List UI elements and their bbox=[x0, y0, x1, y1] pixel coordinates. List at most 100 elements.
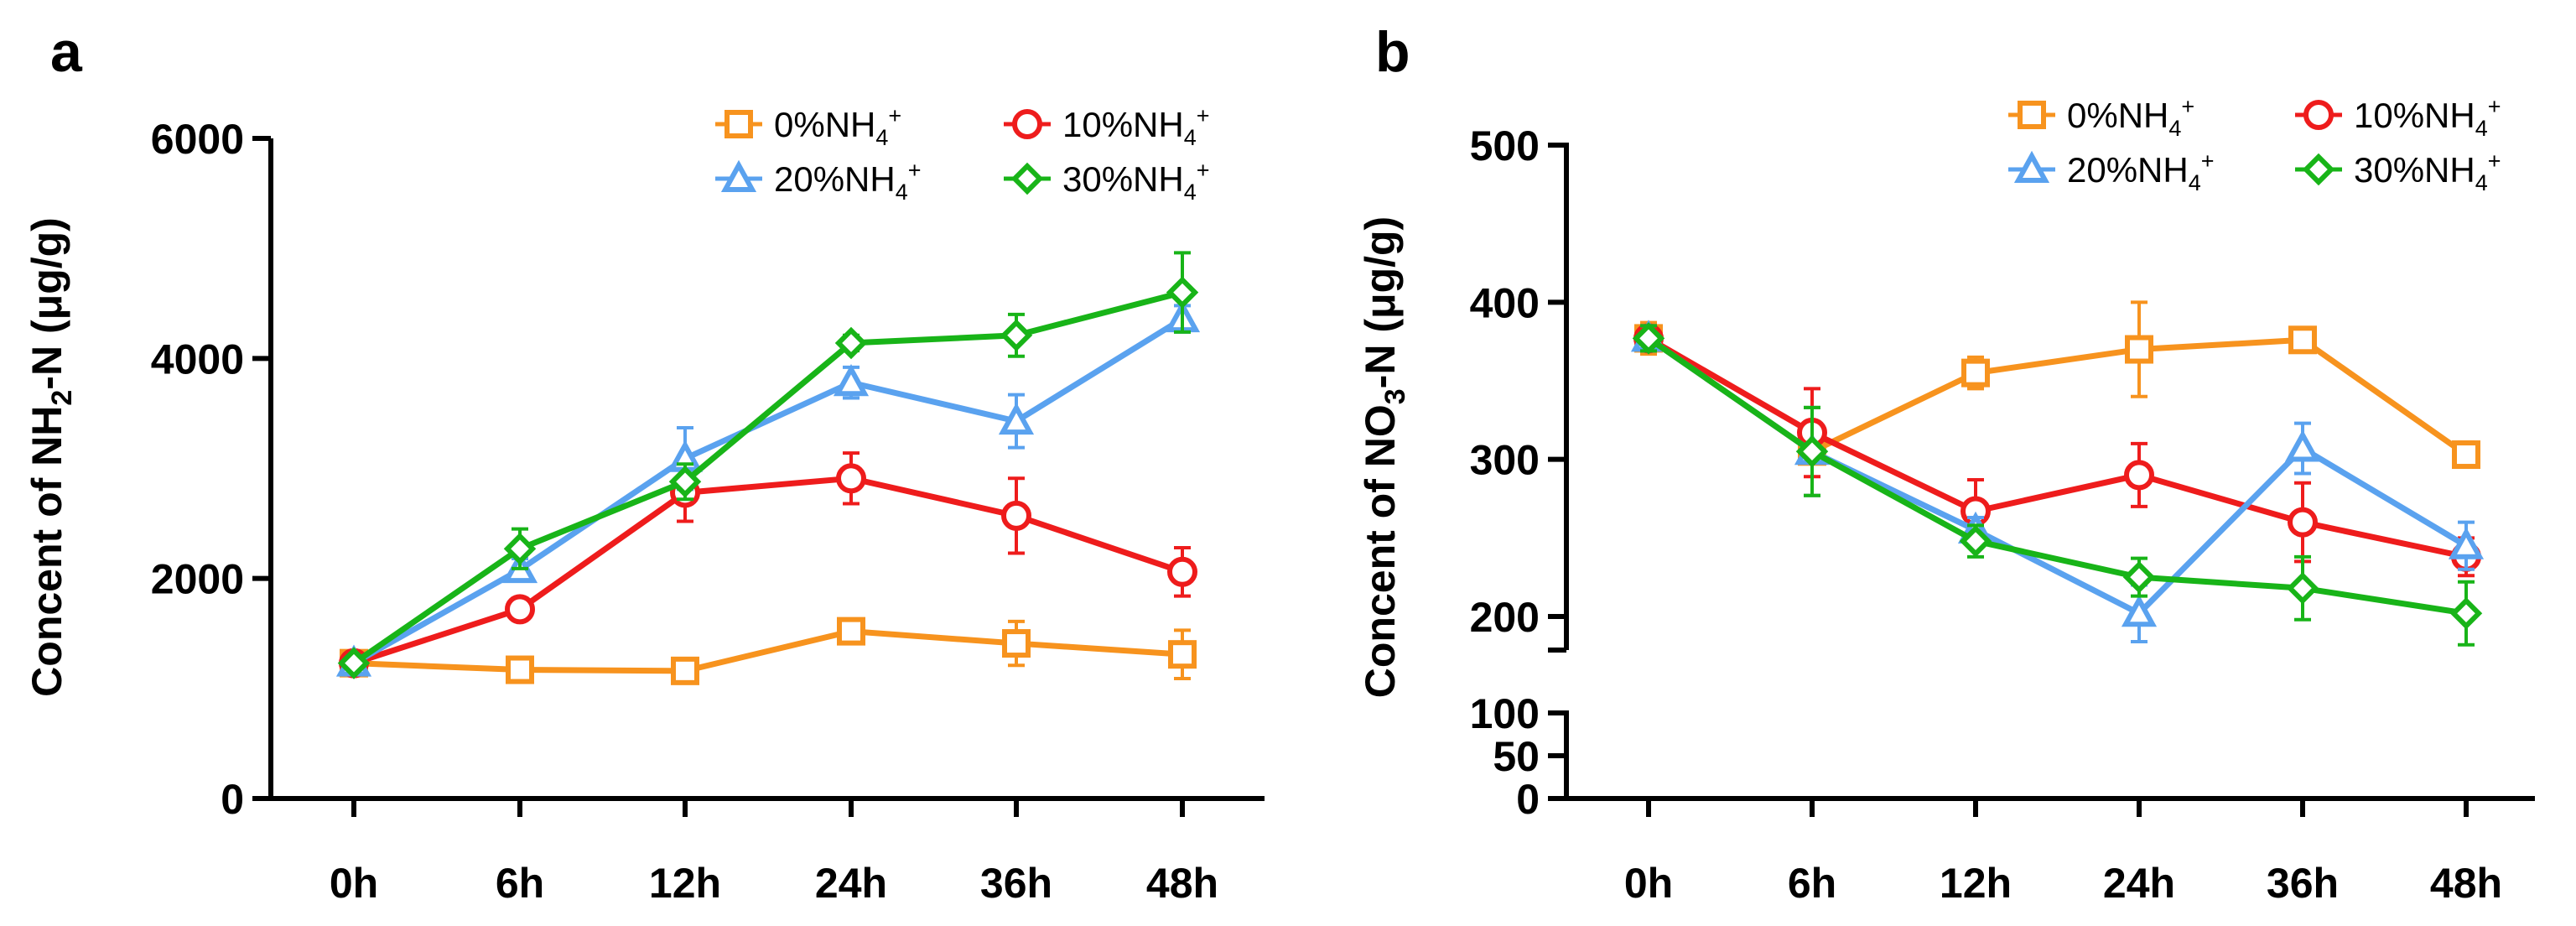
series-line bbox=[1647, 336, 2467, 560]
legend-label: 0%NH4+ bbox=[2067, 94, 2194, 141]
series-b-0%NH4+ bbox=[1634, 300, 2480, 497]
x-tick-label-b: 0h bbox=[1624, 860, 1673, 907]
data-point bbox=[2124, 460, 2154, 491]
data-point bbox=[998, 402, 1035, 435]
legend-label: 10%NH4+ bbox=[1062, 103, 1210, 150]
y-tick-label-b: 0 bbox=[1516, 776, 1540, 823]
legend-item-a-s30: 30%NH4+ bbox=[1004, 158, 1210, 205]
series-a-20%NH4+ bbox=[335, 299, 1201, 677]
data-point bbox=[1001, 500, 1031, 531]
legend-item-a-s20: 20%NH4+ bbox=[715, 158, 922, 205]
x-tick-label-b: 12h bbox=[1940, 860, 2012, 907]
data-point bbox=[1167, 556, 1197, 587]
data-point bbox=[1961, 358, 1990, 388]
legend-item-b-s30: 30%NH4+ bbox=[2295, 148, 2501, 195]
legend-label: 20%NH4+ bbox=[2067, 148, 2215, 195]
data-point bbox=[2448, 527, 2485, 559]
series-a-0%NH4+ bbox=[340, 616, 1197, 685]
series-a-30%NH4+ bbox=[337, 251, 1199, 679]
legend-item-a-s10: 10%NH4+ bbox=[1004, 103, 1210, 150]
data-point bbox=[506, 655, 534, 684]
x-tick-label-b: 24h bbox=[2103, 860, 2175, 907]
x-tick-label-a: 12h bbox=[649, 860, 721, 907]
data-point bbox=[2288, 325, 2317, 355]
y-tick-label-a: 2000 bbox=[151, 556, 244, 603]
data-point bbox=[337, 647, 371, 679]
panel-letter-a: a bbox=[50, 20, 83, 84]
series-line bbox=[1647, 336, 2467, 616]
y-tick-label-b: 300 bbox=[1470, 437, 1540, 484]
legend-marker bbox=[2303, 100, 2334, 130]
series-b-30%NH4+ bbox=[1632, 322, 2483, 647]
data-point bbox=[2288, 507, 2318, 538]
data-point bbox=[2122, 560, 2156, 594]
legend-marker bbox=[2013, 150, 2050, 183]
legend-label: 0%NH4+ bbox=[774, 103, 901, 150]
y-tick-label-b: 400 bbox=[1470, 279, 1540, 326]
data-point bbox=[2449, 597, 2483, 630]
data-point bbox=[1168, 640, 1197, 669]
data-point bbox=[2286, 572, 2319, 605]
x-tick-label-a: 36h bbox=[980, 860, 1052, 907]
legend-marker bbox=[2018, 101, 2046, 129]
x-tick-label-b: 36h bbox=[2267, 860, 2339, 907]
y-tick-label-b: 500 bbox=[1470, 122, 1540, 169]
legend-a: 0%NH4+ 10%NH4+ 20%NH4+ 30%NH4+ bbox=[715, 103, 1210, 205]
y-tick-label-b: 50 bbox=[1493, 733, 1540, 780]
series-a-10%NH4+ bbox=[339, 451, 1197, 679]
legend-marker bbox=[720, 159, 757, 192]
data-point bbox=[1002, 629, 1031, 658]
legend-label: 10%NH4+ bbox=[2354, 94, 2501, 141]
data-point bbox=[2284, 429, 2321, 462]
x-tick-label-a: 24h bbox=[815, 860, 887, 907]
legend-item-a-s0: 0%NH4+ bbox=[715, 103, 901, 150]
data-point bbox=[505, 594, 535, 625]
y-tick-label-b: 100 bbox=[1470, 690, 1540, 737]
panel-a: a 0 2000 4000 6000 0h 6h 12h 24h 36h 48h Concent of… bbox=[23, 20, 1265, 907]
legend-marker bbox=[724, 110, 753, 138]
x-tick-label-a: 0h bbox=[330, 860, 378, 907]
legend-item-b-s20: 20%NH4+ bbox=[2008, 148, 2215, 195]
data-point bbox=[1000, 319, 1033, 352]
legend-b: 0%NH4+ 10%NH4+ 20%NH4+ 30%NH4+ bbox=[2008, 94, 2501, 195]
data-point bbox=[2452, 440, 2480, 470]
data-point bbox=[2125, 335, 2153, 364]
data-point bbox=[2121, 595, 2158, 627]
data-point bbox=[671, 656, 699, 685]
y-tick-label-a: 4000 bbox=[151, 336, 244, 382]
x-tick-label-a: 48h bbox=[1146, 860, 1218, 907]
data-point bbox=[1166, 276, 1199, 309]
series-line bbox=[1647, 336, 2468, 616]
legend-marker bbox=[1010, 162, 1044, 195]
data-point bbox=[836, 463, 866, 494]
series-line bbox=[353, 628, 1183, 674]
y-tick-label-a: 6000 bbox=[151, 116, 244, 163]
x-tick-label-b: 6h bbox=[1788, 860, 1836, 907]
legend-item-b-s10: 10%NH4+ bbox=[2295, 94, 2501, 141]
y-tick-label-b: 200 bbox=[1470, 594, 1540, 641]
series-line bbox=[352, 316, 1184, 666]
x-tick-label-b: 48h bbox=[2430, 860, 2502, 907]
data-point bbox=[834, 326, 868, 360]
series-line bbox=[352, 289, 1183, 666]
panel-letter-b: b bbox=[1375, 20, 1410, 84]
data-point bbox=[837, 616, 865, 646]
x-tick-label-a: 6h bbox=[496, 860, 544, 907]
legend-item-b-s0: 0%NH4+ bbox=[2008, 94, 2194, 141]
data-point bbox=[1795, 435, 1829, 468]
legend-label: 30%NH4+ bbox=[2354, 148, 2501, 195]
y-axis-title-b: Concent of NO3-N (μg/g) bbox=[1357, 216, 1411, 698]
legend-label: 20%NH4+ bbox=[774, 158, 922, 205]
legend-label: 30%NH4+ bbox=[1062, 158, 1210, 205]
data-point bbox=[833, 363, 870, 397]
data-point bbox=[1959, 524, 1992, 558]
series-line bbox=[1647, 336, 2469, 457]
y-tick-label-a: 0 bbox=[221, 776, 244, 823]
legend-marker bbox=[1012, 109, 1042, 139]
data-point bbox=[503, 533, 537, 565]
y-axis-title-a: Concent of NH2-N (μg/g) bbox=[23, 217, 78, 697]
legend-marker bbox=[2302, 153, 2335, 186]
